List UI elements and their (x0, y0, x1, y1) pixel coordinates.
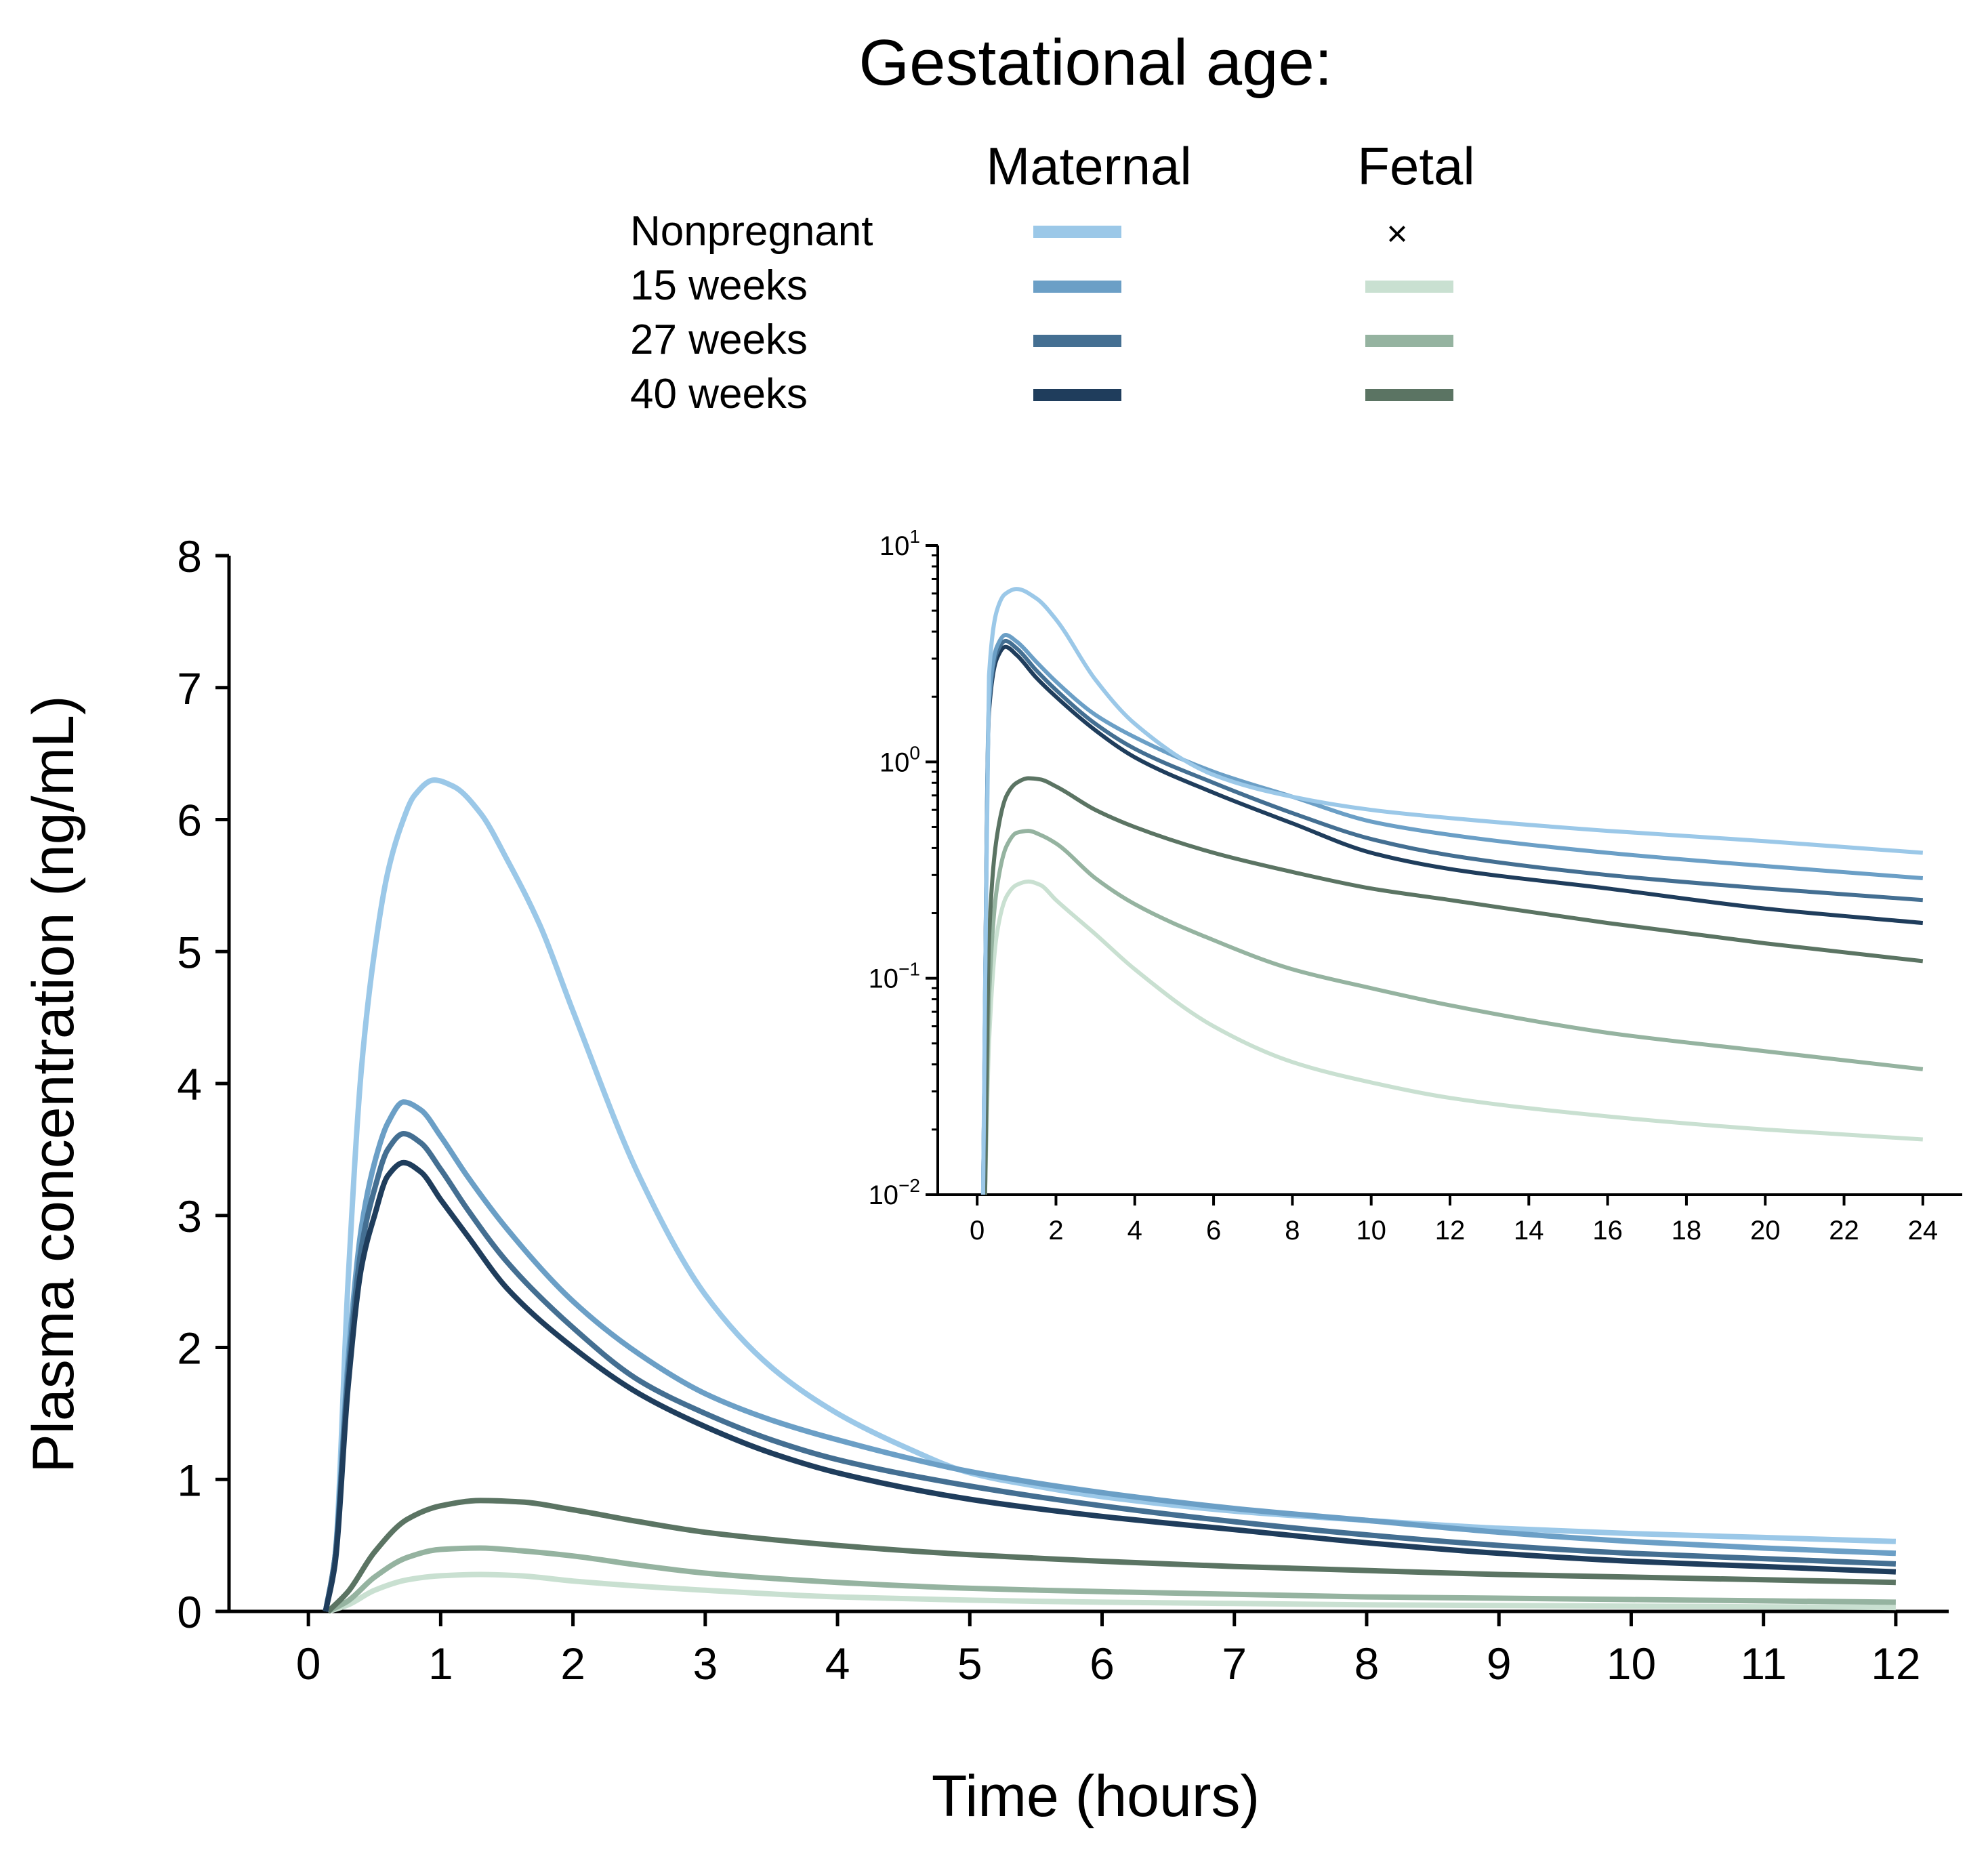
main-x-tick-label: 4 (825, 1639, 850, 1689)
legend-swatch-fetal-27-weeks (1365, 335, 1453, 347)
legend-title: Gestational age: (858, 26, 1333, 99)
inset-x-tick-label: 18 (1672, 1216, 1702, 1245)
inset-x-tick-label: 6 (1206, 1216, 1221, 1245)
main-x-tick-label: 12 (1871, 1639, 1920, 1689)
legend: Gestational age: Maternal Fetal Nonpregn… (0, 0, 1988, 474)
main-series-fetal-15-weeks (327, 1571, 1896, 1614)
main-x-tick-label: 3 (692, 1639, 718, 1689)
main-series-maternal-15-weeks (323, 1099, 1897, 1612)
inset-series-fetal-15-weeks (982, 879, 1923, 1195)
main-y-tick-label: 6 (177, 796, 202, 846)
main-y-tick-label: 5 (177, 927, 202, 977)
legend-fetal-nonpregnant-absent: × (1386, 213, 1408, 254)
main-x-tick-label: 0 (296, 1639, 321, 1689)
legend-swatch-maternal-15-weeks (1033, 281, 1121, 293)
inset-series-fetal-27-weeks (982, 829, 1924, 1195)
main-x-tick-label: 5 (957, 1639, 982, 1689)
main-series-maternal-40-weeks (323, 1159, 1897, 1612)
inset-x-tick-label: 20 (1750, 1216, 1781, 1245)
main-y-tick-label: 0 (177, 1587, 202, 1637)
inset-x-tick-label: 0 (970, 1216, 985, 1245)
main-series-fetal-40-weeks (326, 1498, 1896, 1613)
inset-series-maternal-nonpregnant (980, 587, 1924, 1195)
inset-x-tick-label: 2 (1048, 1216, 1063, 1245)
inset-y-tick-label: 100 (879, 742, 920, 777)
main-x-tick-label: 8 (1354, 1639, 1380, 1689)
legend-row-label-nonpregnant: Nonpregnant (630, 208, 873, 255)
legend-swatch-maternal-nonpregnant (1033, 226, 1121, 238)
legend-maternal-header: Maternal (986, 136, 1192, 196)
inset-y-tick-label: 10−2 (869, 1175, 920, 1210)
main-y-tick-label: 7 (177, 663, 202, 714)
legend-swatch-maternal-27-weeks (1033, 335, 1121, 347)
inset-x-tick-label: 10 (1356, 1216, 1386, 1245)
inset-x-tick-label: 8 (1285, 1216, 1300, 1245)
main-x-tick-label: 6 (1090, 1639, 1115, 1689)
inset-series-maternal-27-weeks (980, 638, 1924, 1195)
main-x-tick-label: 9 (1487, 1639, 1512, 1689)
inset-y-tick-label: 101 (879, 526, 920, 561)
main-y-tick-label: 8 (177, 531, 202, 581)
inset-y-tick-label: 10−1 (869, 959, 920, 994)
inset-x-tick-label: 14 (1514, 1216, 1544, 1245)
main-x-tick-label: 7 (1222, 1639, 1247, 1689)
main-series-maternal-27-weeks (323, 1131, 1897, 1612)
main-y-tick-label: 1 (177, 1455, 202, 1505)
main-y-tick-label: 4 (177, 1059, 202, 1109)
legend-row-label-15-weeks: 15 weeks (630, 262, 808, 309)
main-x-tick-label: 10 (1607, 1639, 1656, 1689)
legend-fetal-header: Fetal (1357, 136, 1475, 196)
main-y-tick-label: 3 (177, 1191, 202, 1241)
inset-x-tick-label: 16 (1592, 1216, 1623, 1245)
inset-series-fetal-40-weeks (982, 776, 1924, 1195)
inset-x-tick-label: 22 (1829, 1216, 1859, 1245)
inset-x-tick-label: 24 (1908, 1216, 1939, 1245)
legend-row-label-27-weeks: 27 weeks (630, 316, 808, 363)
main-x-tick-label: 1 (428, 1639, 453, 1689)
inset-series-maternal-15-weeks (980, 633, 1924, 1195)
inset-x-tick-label: 12 (1435, 1216, 1466, 1245)
main-y-axis-label: Plasma concentration (ng/mL) (21, 695, 86, 1472)
inset-x-tick-label: 4 (1127, 1216, 1142, 1245)
inset-series-maternal-40-weeks (980, 644, 1924, 1195)
main-series-fetal-27-weeks (327, 1545, 1896, 1614)
legend-swatch-maternal-40-weeks (1033, 389, 1121, 401)
main-x-tick-label: 2 (560, 1639, 585, 1689)
legend-swatch-fetal-40-weeks (1365, 389, 1453, 401)
legend-swatch-fetal-15-weeks (1365, 281, 1453, 293)
main-x-tick-label: 11 (1740, 1639, 1787, 1689)
legend-row-label-40-weeks: 40 weeks (630, 371, 808, 417)
main-y-tick-label: 2 (177, 1323, 202, 1374)
main-x-axis-label: Time (hours) (932, 1764, 1260, 1829)
